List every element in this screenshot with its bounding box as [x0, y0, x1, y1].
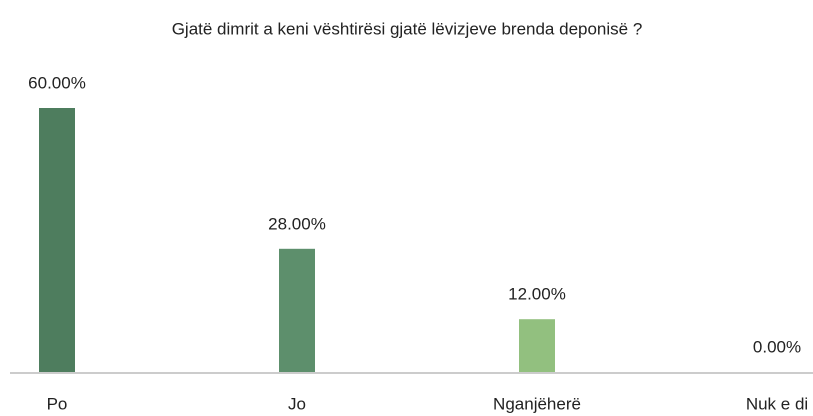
- x-tick-label: Nganjëherë: [493, 394, 581, 413]
- data-label: 60.00%: [28, 73, 86, 92]
- x-tick-label: Nuk e di: [746, 394, 808, 413]
- x-tick-label: Po: [47, 394, 68, 413]
- bar: [519, 319, 555, 372]
- data-label: 28.00%: [268, 214, 326, 233]
- data-label: 12.00%: [508, 285, 566, 304]
- data-label: 0.00%: [753, 337, 801, 356]
- bar: [39, 108, 75, 372]
- x-tick-label: Jo: [288, 394, 306, 413]
- bar: [279, 248, 315, 372]
- chart-title: Gjatë dimrit a keni vështirësi gjatë lëv…: [172, 19, 643, 38]
